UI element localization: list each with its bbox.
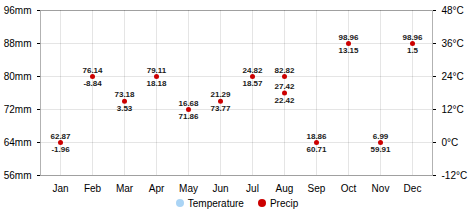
svg-text:76.14: 76.14 (82, 66, 103, 75)
svg-text:24°C: 24°C (442, 71, 464, 82)
html-text:Precip: Precip (269, 197, 299, 209)
svg-text:Sep: Sep (308, 183, 326, 194)
svg-text:73.77: 73.77 (210, 104, 231, 113)
svg-text:21.29: 21.29 (210, 90, 231, 99)
svg-text:60.71: 60.71 (306, 145, 327, 154)
svg-text:82.82: 82.82 (274, 66, 295, 75)
svg-text:62.87: 62.87 (50, 132, 71, 141)
svg-text:Feb: Feb (84, 183, 102, 194)
svg-text:16.68: 16.68 (178, 99, 199, 108)
svg-text:18.18: 18.18 (146, 79, 167, 88)
svg-text:24.82: 24.82 (242, 66, 263, 75)
svg-text:-12°C: -12°C (442, 170, 468, 181)
svg-text:48°C: 48°C (442, 5, 464, 16)
svg-text:Mar: Mar (116, 183, 134, 194)
svg-text:Apr: Apr (149, 183, 165, 194)
svg-text:Dec: Dec (404, 183, 422, 194)
svg-text:64mm: 64mm (4, 137, 32, 148)
svg-text:1.5: 1.5 (407, 46, 419, 55)
svg-text:98.96: 98.96 (402, 33, 423, 42)
svg-text:22.42: 22.42 (274, 96, 295, 105)
svg-text:80mm: 80mm (4, 71, 32, 82)
svg-text:72mm: 72mm (4, 104, 32, 115)
svg-text:71.86: 71.86 (178, 112, 199, 121)
svg-text:12°C: 12°C (442, 104, 464, 115)
svg-text:73.18: 73.18 (114, 90, 135, 99)
svg-text:Aug: Aug (276, 183, 294, 194)
svg-text:Jun: Jun (212, 183, 228, 194)
svg-text:-8.84: -8.84 (83, 79, 102, 88)
svg-text:59.91: 59.91 (370, 145, 391, 154)
svg-text:36°C: 36°C (442, 38, 464, 49)
svg-text:18.57: 18.57 (242, 79, 263, 88)
svg-text:18.86: 18.86 (306, 132, 327, 141)
svg-text:96mm: 96mm (4, 5, 32, 16)
svg-text:98.96: 98.96 (338, 33, 359, 42)
svg-text:-1.96: -1.96 (51, 145, 70, 154)
svg-text:Nov: Nov (372, 183, 390, 194)
svg-text:Jan: Jan (52, 183, 68, 194)
svg-text:27.42: 27.42 (274, 82, 295, 91)
svg-text:56mm: 56mm (4, 170, 32, 181)
svg-text:79.11: 79.11 (147, 66, 167, 75)
svg-text:Oct: Oct (341, 183, 357, 194)
svg-text:13.15: 13.15 (338, 46, 359, 55)
svg-text:6.99: 6.99 (373, 132, 389, 141)
svg-text:Jul: Jul (246, 183, 259, 194)
html-text:Temperature: Temperature (187, 197, 244, 209)
svg-text:3.53: 3.53 (117, 104, 133, 113)
svg-text:88mm: 88mm (4, 38, 32, 49)
svg-text:0°C: 0°C (442, 137, 459, 148)
svg-text:May: May (179, 183, 198, 194)
